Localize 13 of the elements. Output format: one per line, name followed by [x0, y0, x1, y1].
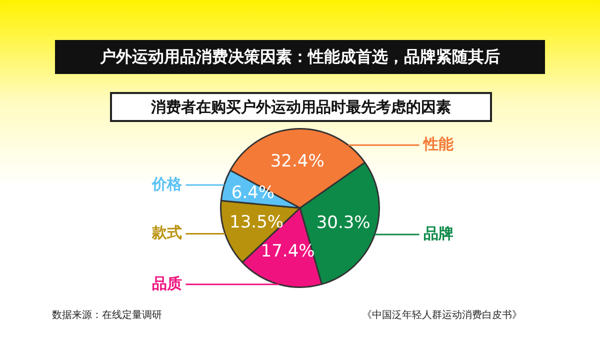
- slice-label: 性能: [422, 135, 454, 154]
- slice-label: 价格: [150, 174, 183, 193]
- source-note: 数据来源：在线定量调研: [52, 308, 162, 322]
- data-label: 32.4%: [270, 152, 324, 172]
- data-label: 13.5%: [230, 212, 284, 232]
- slice-label: 款式: [150, 224, 182, 242]
- chart-title: 户外运动用品消费决策因素：性能成首选，品牌紧随其后: [55, 40, 545, 74]
- slice-label: 品牌: [423, 224, 454, 242]
- data-label: 6.4%: [231, 183, 275, 204]
- chart-subtitle: 消费者在购买户外运动用品时最先考虑的因素: [110, 92, 492, 122]
- slice-label: 品质: [152, 274, 182, 292]
- data-label: 30.3%: [316, 212, 370, 233]
- text: 《中国泛年轻人群运动消费白皮书》: [362, 308, 522, 322]
